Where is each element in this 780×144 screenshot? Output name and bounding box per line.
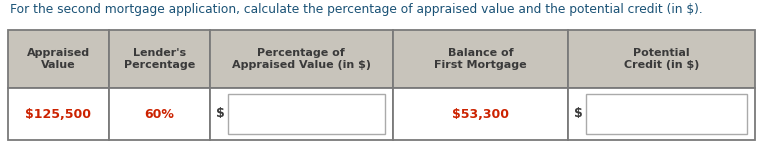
FancyBboxPatch shape	[210, 30, 392, 88]
FancyBboxPatch shape	[8, 88, 109, 140]
FancyBboxPatch shape	[210, 88, 392, 140]
Text: $53,300: $53,300	[452, 108, 509, 121]
Text: $125,500: $125,500	[26, 108, 91, 121]
Text: $: $	[216, 108, 225, 121]
Text: Balance of
First Mortgage: Balance of First Mortgage	[434, 48, 526, 70]
FancyBboxPatch shape	[392, 30, 569, 88]
FancyBboxPatch shape	[109, 88, 210, 140]
FancyBboxPatch shape	[569, 30, 755, 88]
Text: Lender's
Percentage: Lender's Percentage	[124, 48, 195, 70]
Text: Potential
Credit (in $): Potential Credit (in $)	[624, 48, 700, 70]
Text: 60%: 60%	[144, 108, 174, 121]
FancyBboxPatch shape	[392, 88, 569, 140]
Text: Percentage of
Appraised Value (in $): Percentage of Appraised Value (in $)	[232, 48, 370, 70]
FancyBboxPatch shape	[569, 88, 755, 140]
Text: For the second mortgage application, calculate the percentage of appraised value: For the second mortgage application, cal…	[10, 3, 703, 16]
FancyBboxPatch shape	[109, 30, 210, 88]
FancyBboxPatch shape	[587, 94, 747, 134]
Text: Appraised
Value: Appraised Value	[27, 48, 90, 70]
FancyBboxPatch shape	[8, 30, 109, 88]
Text: $: $	[574, 108, 583, 121]
FancyBboxPatch shape	[228, 94, 385, 134]
